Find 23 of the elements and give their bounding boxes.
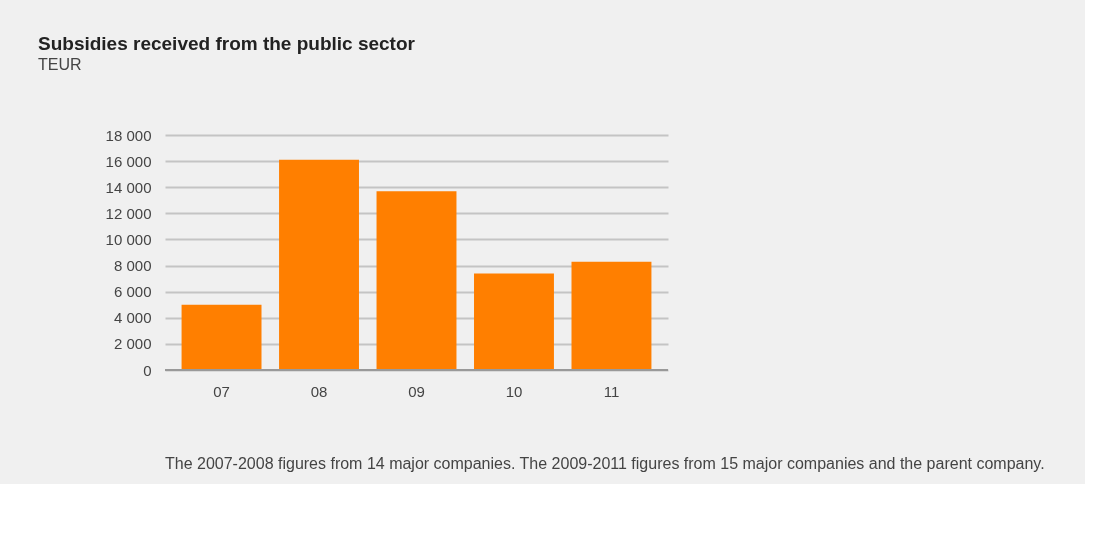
chart-title: Subsidies received from the public sector (38, 33, 416, 54)
y-tick-label: 4 000 (113, 309, 152, 327)
y-tick-label: 18 000 (105, 126, 152, 144)
bar (376, 191, 457, 370)
y-tick-label: 2 000 (113, 335, 152, 353)
x-tick-label: 08 (310, 382, 328, 400)
bar (279, 159, 359, 370)
x-tick-label: 07 (213, 382, 230, 400)
y-tick-label: 6 000 (113, 283, 152, 301)
x-tick-label: 11 (603, 382, 620, 400)
y-tick-label: 12 000 (105, 204, 152, 222)
x-tick-label: 10 (505, 382, 523, 400)
chart-subtitle: TEUR (38, 56, 82, 73)
y-tick-label: 10 000 (105, 230, 152, 248)
text: The 2007-2008 figures from 14 major companies. The 2009-2011 figures from 15 major companies and the parent company. (165, 455, 1045, 472)
bar (571, 261, 652, 370)
bar (474, 273, 554, 370)
y-tick-label: 0 (143, 361, 152, 379)
y-tick-label: 14 000 (105, 178, 152, 196)
y-tick-label: 8 000 (113, 257, 152, 275)
y-tick-label: 16 000 (105, 152, 152, 170)
bar (181, 304, 262, 370)
x-tick-label: 09 (408, 382, 425, 400)
